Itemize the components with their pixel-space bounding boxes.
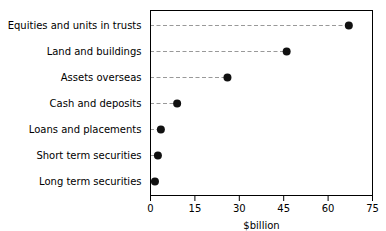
svg-text:0: 0 <box>147 203 153 214</box>
svg-text:Land and buildings: Land and buildings <box>47 46 142 57</box>
svg-text:15: 15 <box>189 203 202 214</box>
svg-text:$billion: $billion <box>243 220 279 231</box>
svg-text:Cash and deposits: Cash and deposits <box>50 98 142 109</box>
svg-text:Short term securities: Short term securities <box>36 150 141 161</box>
svg-text:45: 45 <box>277 203 290 214</box>
svg-text:75: 75 <box>366 203 379 214</box>
svg-text:Equities and units in trusts: Equities and units in trusts <box>8 20 142 31</box>
svg-text:30: 30 <box>233 203 246 214</box>
svg-text:Loans and placements: Loans and placements <box>29 124 142 135</box>
svg-text:60: 60 <box>322 203 335 214</box>
svg-text:Long term securities: Long term securities <box>39 176 141 187</box>
svg-text:Assets overseas: Assets overseas <box>61 72 142 83</box>
